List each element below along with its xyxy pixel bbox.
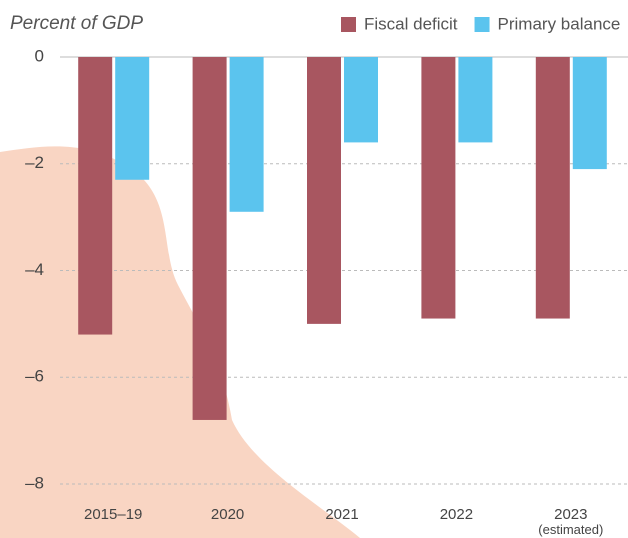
y-tick-label: –6 (25, 367, 44, 386)
x-tick-label: 2022 (440, 506, 473, 523)
legend-label: Primary balance (498, 14, 621, 33)
legend-label: Fiscal deficit (364, 14, 458, 33)
chart-title: Percent of GDP (10, 13, 143, 34)
bar (535, 57, 570, 319)
bar (344, 57, 378, 143)
bar (458, 57, 493, 143)
bar (421, 57, 456, 319)
y-tick-label: –2 (25, 153, 44, 172)
x-tick-label: 2020 (211, 506, 244, 523)
bar (192, 57, 227, 420)
bar (229, 57, 264, 212)
x-tick-label: 2023 (estimated) (538, 506, 603, 537)
bar (115, 57, 150, 180)
y-tick-label: 0 (35, 46, 44, 65)
y-tick-label: –4 (25, 260, 44, 279)
y-tick-label: –8 (25, 473, 44, 492)
background-shape (0, 146, 360, 538)
bar (572, 57, 607, 170)
legend-swatch (341, 17, 356, 32)
x-tick-label: 2015–19 (84, 506, 142, 523)
bar (307, 57, 341, 324)
x-tick-label: 2021 (325, 506, 358, 523)
legend-swatch (474, 17, 490, 32)
bar (78, 57, 113, 335)
